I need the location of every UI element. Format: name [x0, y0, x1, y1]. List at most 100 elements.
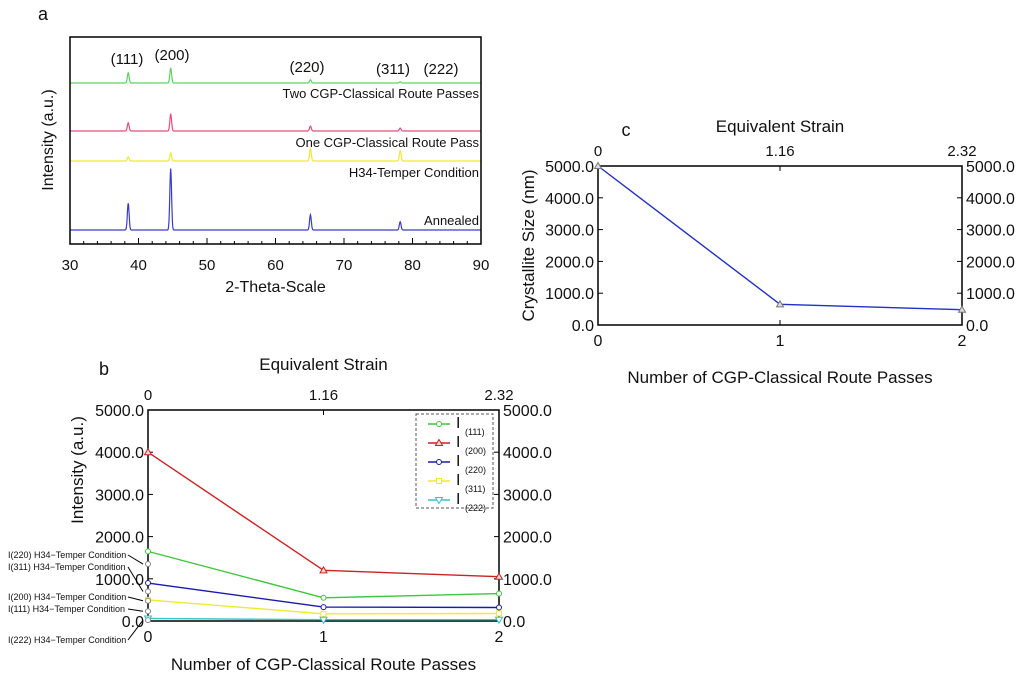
- data-point: [143, 447, 153, 456]
- y-tick-label: 4000.0: [545, 191, 594, 208]
- legend-sub: (220): [465, 465, 486, 475]
- y-tick-label: 4000.0: [95, 445, 144, 462]
- data-point: [496, 604, 502, 611]
- series-label: H34-Temper Condition: [349, 165, 479, 180]
- data-point: [145, 580, 151, 587]
- top-tick-label: 0: [594, 143, 602, 160]
- data-point: [494, 616, 504, 625]
- data-point: [593, 161, 603, 169]
- legend-marker: [436, 459, 442, 465]
- top-axis-title: Equivalent Strain: [259, 355, 388, 374]
- peak-label: (311): [376, 61, 410, 78]
- peak-label: (111): [111, 51, 144, 68]
- top-tick-label: 1.16: [765, 143, 794, 160]
- y-tick-label: 1000.0: [545, 286, 594, 303]
- y-tick-label-right: 3000.0: [966, 223, 1015, 240]
- panel-label-b: b: [99, 359, 109, 379]
- annotation-point: [145, 597, 151, 604]
- data-point: [320, 604, 327, 611]
- annotation-point: [145, 608, 151, 615]
- y-tick-label: 2000.0: [545, 254, 594, 271]
- annotation-arrow: [127, 596, 144, 602]
- data-point: [319, 565, 328, 574]
- annotation-label: I(222) H34−Temper Condition: [8, 635, 126, 645]
- xrd-pattern-0: [70, 67, 481, 84]
- y-tick-label-right: 4000.0: [503, 445, 552, 462]
- annotation-label: I(200) H34−Temper Condition: [8, 592, 126, 602]
- y-tick-label: 3000.0: [545, 223, 594, 240]
- annotation-point: [145, 561, 151, 568]
- legend-label: I: [456, 472, 460, 489]
- legend-sub: (200): [465, 446, 486, 456]
- legend-marker: [434, 497, 444, 505]
- x-tick-label: 80: [404, 257, 421, 274]
- data-point: [320, 610, 327, 617]
- annotation-arrow: [127, 619, 144, 641]
- x-tick-label: 1: [319, 629, 328, 646]
- top-tick-label: 0: [144, 387, 152, 404]
- series-label: One CGP-Classical Route Pass: [295, 135, 479, 150]
- peak-label: (220): [289, 59, 324, 76]
- y-tick-label-right: 0.0: [966, 318, 988, 335]
- data-point: [496, 610, 502, 617]
- annotation-arrow: [127, 566, 144, 592]
- annotation-point: [145, 588, 151, 595]
- y-axis-label: Crystallite Size (nm): [519, 169, 538, 321]
- x-axis-label: Number of CGP-Classical Route Passes: [627, 368, 932, 387]
- legend-marker: [436, 478, 442, 484]
- data-point: [957, 305, 967, 313]
- legend-marker: [436, 421, 442, 427]
- xrd-pattern-2: [70, 147, 481, 162]
- panel-label-c: c: [622, 120, 631, 140]
- y-tick-label-right: 1000.0: [503, 572, 552, 589]
- peak-label: (222): [423, 61, 458, 78]
- series-label: Two CGP-Classical Route Passes: [282, 86, 479, 101]
- data-point: [145, 548, 151, 555]
- series-label: Annealed: [424, 213, 479, 228]
- y-tick-label-right: 5000.0: [503, 403, 552, 420]
- x-tick-label: 90: [473, 257, 490, 274]
- top-tick-label: 2.32: [947, 143, 976, 160]
- y-axis-label: Intensity (a.u.): [68, 416, 87, 524]
- x-tick-label: 2: [495, 629, 504, 646]
- y-axis-label: Intensity (a.u.): [40, 89, 57, 190]
- x-tick-label: 1: [776, 333, 785, 350]
- annotation-label: I(311) H34−Temper Condition: [8, 562, 126, 572]
- x-tick-label: 70: [336, 257, 353, 274]
- annotation-arrow: [127, 608, 144, 612]
- x-tick-label: 30: [62, 257, 79, 274]
- x-axis-label: Number of CGP-Classical Route Passes: [171, 655, 476, 674]
- y-tick-label-right: 0.0: [503, 614, 525, 631]
- legend: [415, 413, 494, 509]
- y-tick-label: 5000.0: [95, 403, 144, 420]
- data-point: [494, 572, 504, 580]
- top-axis-title: Equivalent Strain: [716, 117, 845, 136]
- legend-sub: (111): [465, 427, 485, 437]
- y-tick-label-right: 2000.0: [966, 254, 1015, 271]
- y-tick-label: 3000.0: [95, 487, 144, 504]
- y-tick-label-right: 4000.0: [966, 191, 1015, 208]
- y-tick-label: 0.0: [572, 318, 594, 335]
- x-tick-label: 2: [958, 333, 967, 350]
- y-tick-label-right: 2000.0: [503, 530, 552, 547]
- data-point: [319, 616, 328, 625]
- x-tick-label: 0: [144, 629, 153, 646]
- legend-label: I: [456, 491, 460, 508]
- y-tick-label-right: 5000.0: [966, 159, 1015, 176]
- annotation-point: [145, 617, 151, 624]
- data-point: [496, 590, 502, 597]
- x-tick-label: 50: [199, 257, 216, 274]
- series-line-0: [597, 165, 963, 311]
- legend-label: I: [456, 434, 460, 451]
- annotation-arrow: [127, 554, 144, 565]
- x-tick-label: 40: [130, 257, 147, 274]
- peak-label: (200): [154, 47, 189, 64]
- annotation-label: I(220) H34−Temper Condition: [8, 550, 126, 560]
- data-point: [775, 299, 785, 308]
- xrd-pattern-1: [70, 113, 481, 132]
- top-tick-label: 2.32: [484, 387, 513, 404]
- y-tick-label: 1000.0: [95, 572, 144, 589]
- legend-label: I: [456, 453, 460, 470]
- legend-label: I: [456, 415, 460, 432]
